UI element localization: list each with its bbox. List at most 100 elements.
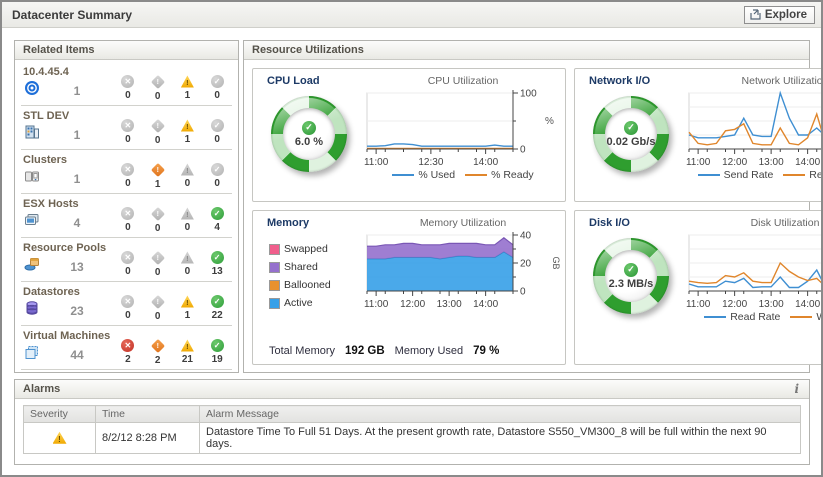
legend-swatch	[465, 174, 488, 176]
normal-status: ✓ 22	[210, 295, 224, 321]
legend-swatch	[790, 316, 813, 318]
critical-status: ! 2	[143, 338, 173, 366]
legend-label: Shared	[284, 261, 318, 273]
warning-icon: !	[180, 119, 194, 132]
svg-text:12:00: 12:00	[400, 299, 425, 310]
critical-icon: !	[150, 206, 165, 221]
warning-status: ! 1	[173, 295, 203, 321]
resource-pool-icon	[23, 256, 41, 277]
legend-item: % Used	[392, 169, 455, 181]
cpu-load-title: CPU Load	[267, 75, 320, 87]
resource-utilizations-title: Resource Utilizations	[252, 44, 364, 56]
related-items-header: Related Items	[15, 41, 238, 60]
critical-icon: !	[150, 162, 165, 177]
info-icon[interactable]: i	[794, 382, 799, 396]
memory-utilization-chart-title: Memory Utilization	[419, 217, 507, 229]
cpu-load-value: 6.0 %	[294, 135, 324, 148]
related-item-row[interactable]: Datastores 23 ✕ 0! 0! 1 ✓ 22	[21, 282, 232, 326]
legend-swatch	[269, 297, 280, 309]
alarm-row[interactable]: ! 8/2/12 8:28 PM Datastore Time To Full …	[23, 422, 801, 454]
svg-text:11:00: 11:00	[364, 299, 389, 310]
related-item-row[interactable]: Resource Pools 13 ✕ 0! 0! 0 ✓ 13	[21, 238, 232, 282]
svg-text:14:00: 14:00	[795, 157, 820, 168]
normal-status: ✓ 0	[202, 75, 232, 101]
svg-text:%: %	[545, 116, 554, 127]
disk-chart-legend: Read Rate Write Rate	[704, 311, 821, 323]
cpu-utilization-chart-title: CPU Utilization	[427, 75, 499, 87]
disk-quadrant: Disk I/O ✓ 2.3 MB/s Disk Utilization 048…	[574, 210, 821, 365]
critical-icon: !	[150, 118, 165, 133]
fatal-icon: ✕	[121, 251, 135, 264]
fatal-status: ✕ 0	[113, 251, 143, 277]
legend-item: Receive Rate	[783, 169, 821, 181]
related-item-row[interactable]: Virtual Machines 44 ✕ 2! 2! 21 ✓ 19	[21, 326, 232, 370]
column-alarm-message[interactable]: Alarm Message	[199, 405, 801, 423]
normal-status-icon: ✓	[624, 120, 638, 135]
legend-item: Ballooned	[269, 279, 331, 291]
normal-status-icon: ✓	[302, 120, 316, 135]
normal-icon: ✓	[210, 339, 224, 352]
vcenter-icon	[23, 80, 41, 101]
critical-status: ! 1	[143, 162, 173, 190]
network-io-gauge[interactable]: ✓ 0.02 Gb/s	[593, 96, 669, 172]
related-item-row[interactable]: STL DEV 1 ✕ 0! 0! 1 ✓ 0	[21, 106, 232, 150]
svg-text:0: 0	[520, 145, 526, 156]
window-titlebar: Datacenter Summary Explore	[2, 2, 821, 28]
memory-quadrant: Memory Swapped Shared Ballooned Active Memo…	[252, 210, 566, 365]
alarm-severity-cell: !	[23, 422, 96, 454]
related-items-list: 10.4.45.4 1 ✕ 0! 0! 1 ✓ 0 STL DEV 1 ✕ 0! 0! 1 ✓ 0 Cluste…	[15, 60, 238, 372]
legend-label: Read Rate	[730, 311, 781, 323]
svg-text:11:00: 11:00	[686, 157, 711, 168]
cluster-icon	[23, 168, 41, 189]
warning-status: ! 1	[173, 75, 203, 101]
cpu-utilization-chart[interactable]: 0 100 11:00 12:30 14:00%	[363, 87, 563, 169]
resource-utilizations-panel: Resource Utilizations CPU Load ✓ 6.0 % C…	[243, 40, 821, 373]
memory-chart-legend: Swapped Shared Ballooned Active	[255, 243, 331, 309]
warning-status: ! 0	[173, 251, 203, 277]
network-quadrant: Network I/O ✓ 0.02 Gb/s Network Utilizat…	[574, 68, 821, 202]
legend-label: Active	[284, 297, 313, 309]
disk-io-title: Disk I/O	[589, 217, 630, 229]
warning-status: ! 21	[173, 339, 203, 365]
column-severity[interactable]: Severity	[23, 405, 96, 423]
svg-text:13:00: 13:00	[759, 299, 784, 310]
legend-item: Read Rate	[704, 311, 780, 323]
explore-button[interactable]: Explore	[743, 5, 815, 24]
network-io-title: Network I/O	[589, 75, 651, 87]
normal-status: ✓ 0	[202, 119, 232, 145]
legend-item: Shared	[269, 261, 331, 273]
virtual-machine-icon	[23, 344, 41, 365]
related-item-row[interactable]: ESX Hosts 4 ✕ 0! 0! 0 ✓ 4	[21, 194, 232, 238]
related-item-count: 4	[73, 215, 81, 230]
page-title: Datacenter Summary	[12, 7, 133, 22]
related-item-label: Datastores	[23, 286, 80, 298]
explore-icon	[750, 9, 761, 20]
svg-text:GB: GB	[551, 256, 561, 269]
critical-icon: !	[150, 74, 165, 89]
memory-utilization-chart[interactable]: 0 20 40 11:00 12:00 13:00 14:00 GB	[363, 229, 563, 311]
normal-icon: ✓	[210, 119, 224, 132]
column-time[interactable]: Time	[95, 405, 200, 423]
total-memory-label: Total Memory	[269, 345, 336, 357]
related-item-row[interactable]: Clusters 1 ✕ 0! 1! 0 ✓ 0	[21, 150, 232, 194]
warning-status: ! 1	[173, 119, 203, 145]
alarms-table: Severity Time Alarm Message ! 8/2/12 8:2…	[23, 405, 801, 454]
related-items-panel: Related Items 10.4.45.4 1 ✕ 0! 0! 1 ✓ 0 STL DEV 1…	[14, 40, 239, 373]
related-item-label: Clusters	[23, 154, 68, 166]
memory-title: Memory	[267, 217, 310, 229]
alarm-time-cell: 8/2/12 8:28 PM	[95, 422, 200, 454]
svg-text:14:00: 14:00	[473, 157, 498, 168]
related-item-row[interactable]: 10.4.45.4 1 ✕ 0! 0! 1 ✓ 0	[21, 62, 232, 106]
warning-icon: !	[52, 431, 67, 444]
related-item-count: 1	[73, 171, 81, 186]
cpu-load-gauge[interactable]: ✓ 6.0 %	[271, 96, 347, 172]
legend-item: Active	[269, 297, 331, 309]
disk-io-gauge[interactable]: ✓ 2.3 MB/s	[593, 238, 669, 314]
normal-status-icon: ✓	[624, 262, 638, 277]
fatal-icon: ✕	[121, 163, 135, 176]
related-item-count: 1	[73, 83, 81, 98]
legend-swatch	[269, 279, 280, 291]
